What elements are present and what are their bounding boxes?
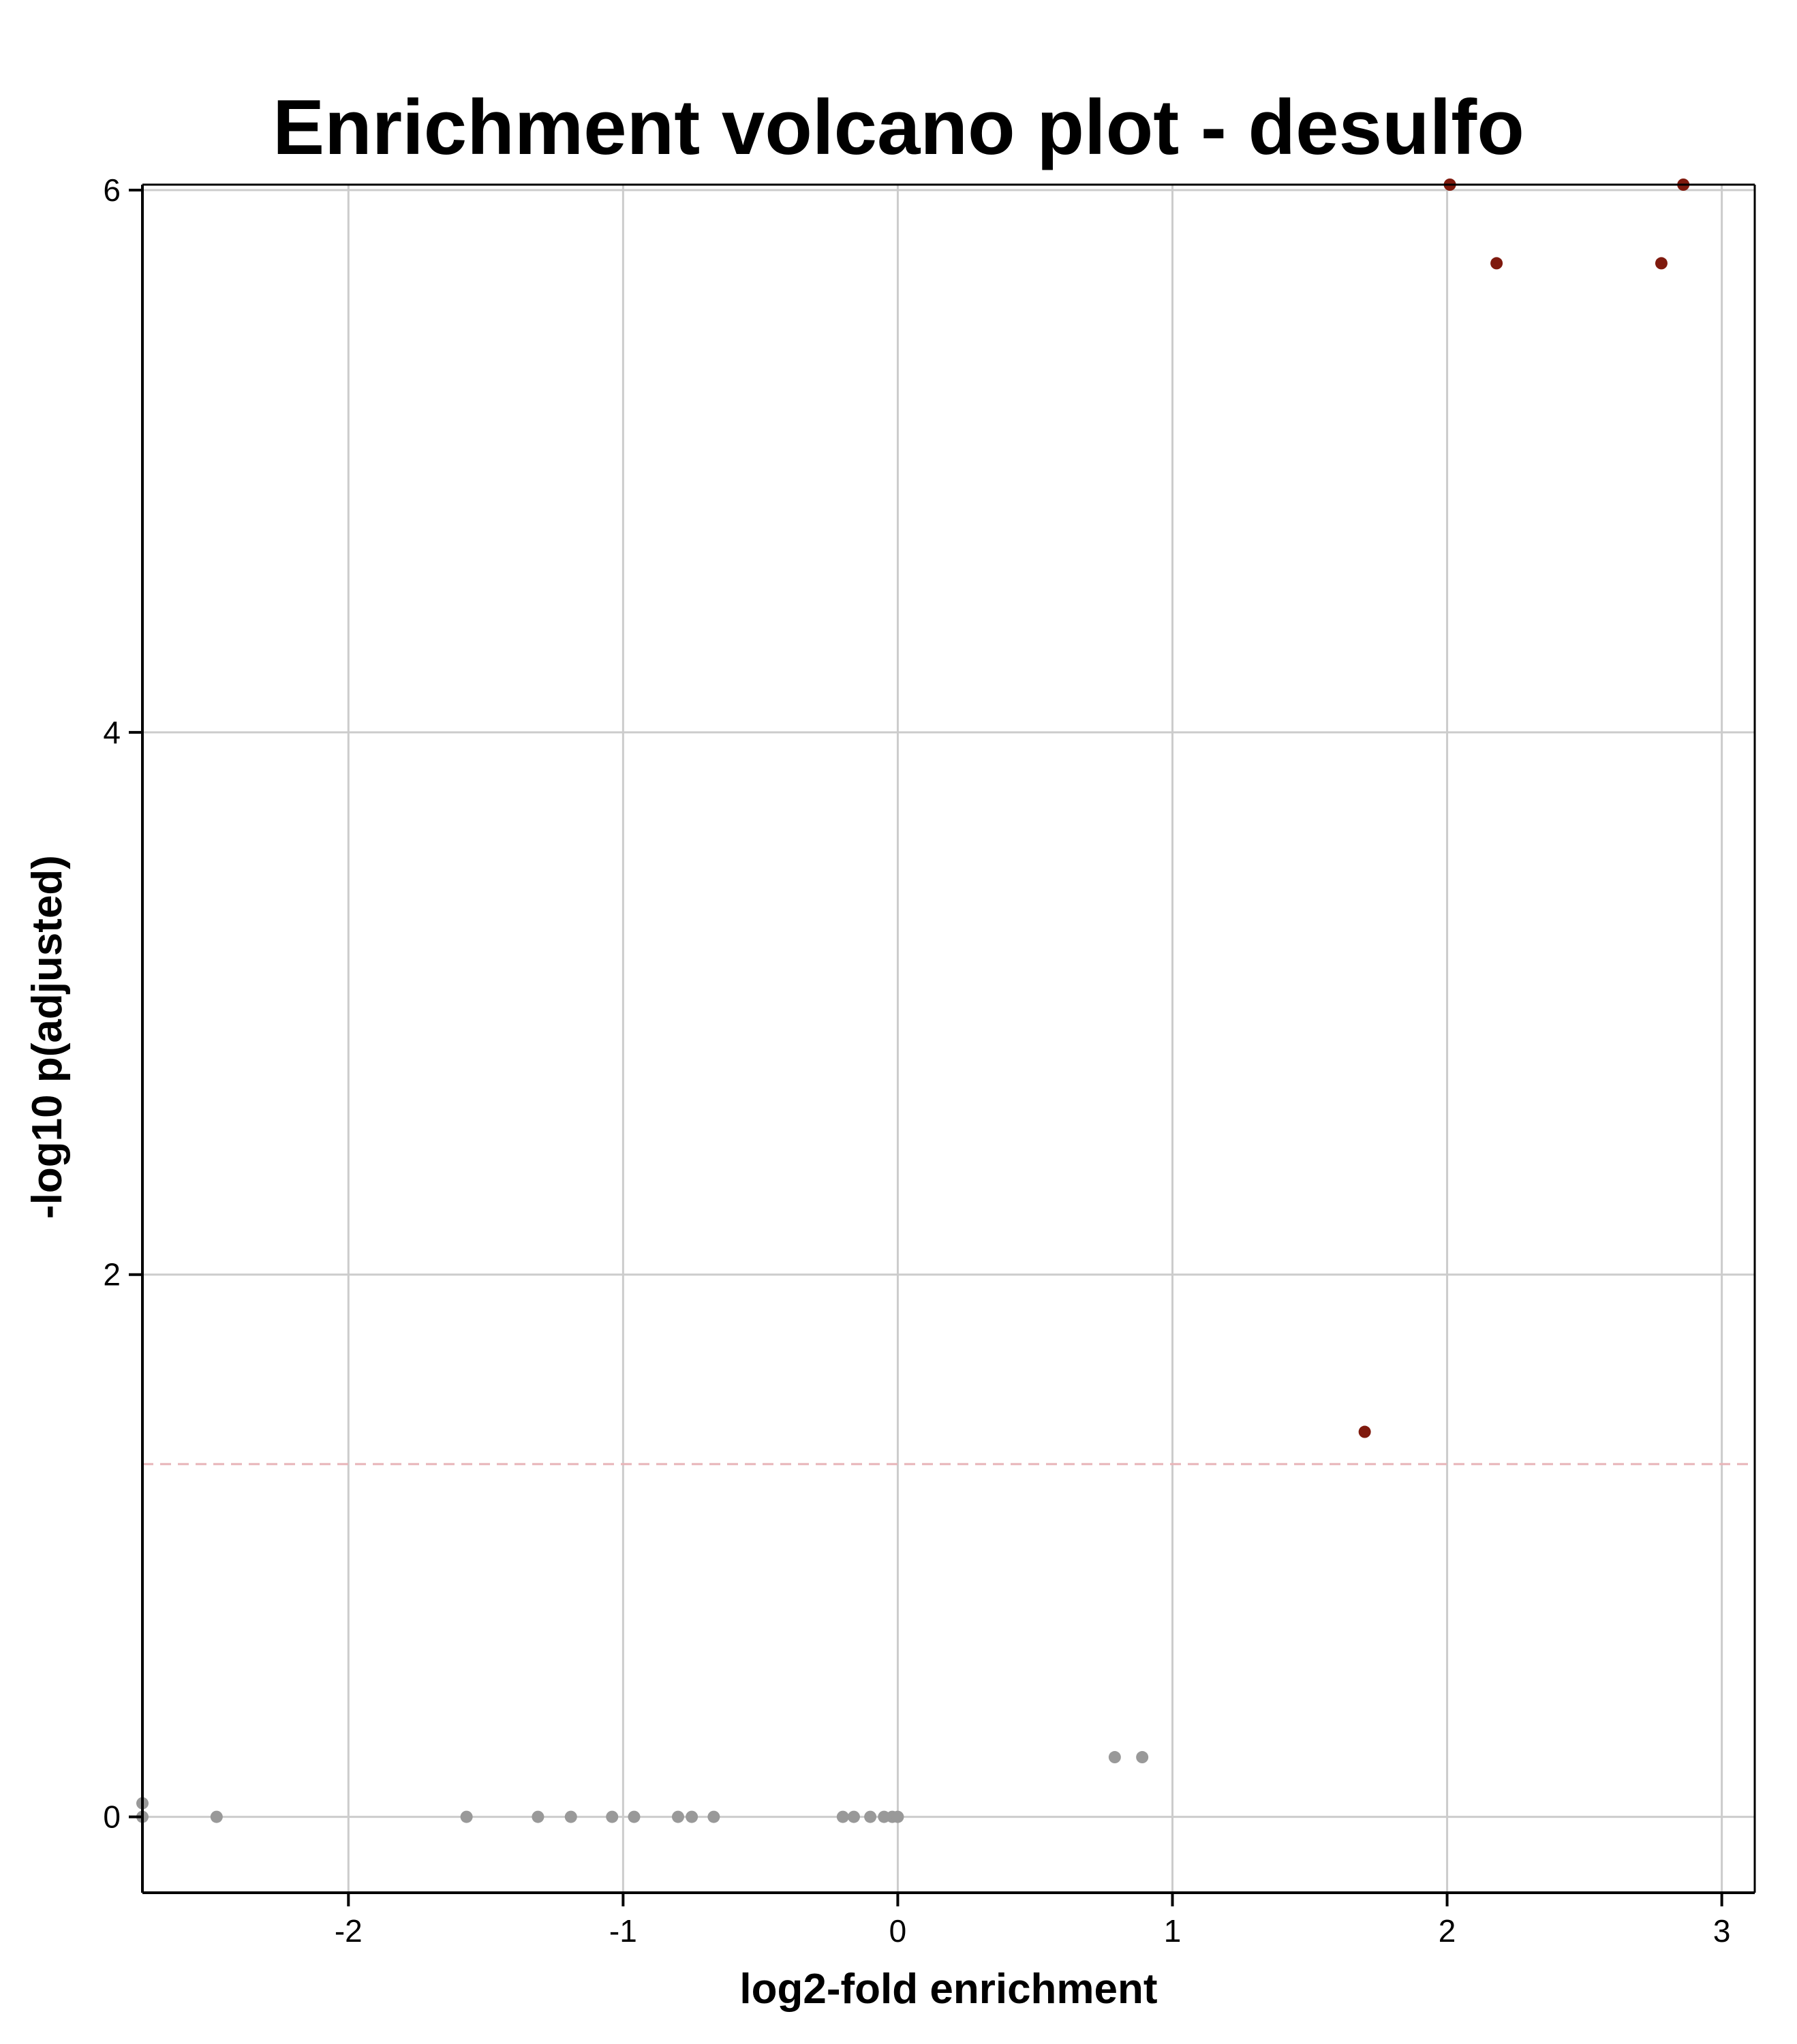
- data-point-nonsignificant: [864, 1810, 877, 1823]
- x-tick-label: 0: [889, 1913, 907, 1949]
- data-point-significant: [1358, 1425, 1371, 1438]
- x-tick-label: 2: [1439, 1913, 1456, 1949]
- data-point-nonsignificant: [1136, 1751, 1149, 1764]
- data-point-nonsignificant: [210, 1810, 223, 1823]
- axes: [141, 183, 1756, 1894]
- data-point-nonsignificant: [707, 1810, 720, 1823]
- y-tick-label: 2: [103, 1257, 121, 1292]
- y-tick-label: 0: [103, 1799, 121, 1835]
- x-tick-label: 1: [1164, 1913, 1182, 1949]
- x-axis-ticks: -2 -1 0 1 2 3: [335, 1893, 1731, 1949]
- x-tick-label: 3: [1713, 1913, 1731, 1949]
- x-axis-title: log2-fold enrichment: [739, 1966, 1158, 2013]
- data-point-nonsignificant: [628, 1810, 641, 1823]
- data-point-nonsignificant: [1108, 1751, 1121, 1764]
- data-point-nonsignificant: [532, 1810, 544, 1823]
- data-point-nonsignificant: [606, 1810, 619, 1823]
- data-point-nonsignificant: [671, 1810, 684, 1823]
- data-point-nonsignificant: [460, 1810, 473, 1823]
- data-point-nonsignificant: [836, 1810, 849, 1823]
- y-axis-ticks: 0 2 4 6: [103, 172, 142, 1835]
- y-tick-label: 6: [103, 172, 121, 208]
- x-tick-label: -2: [335, 1913, 363, 1949]
- data-point-significant: [1490, 257, 1503, 270]
- data-point-nonsignificant: [847, 1810, 860, 1823]
- x-tick-label: -1: [609, 1913, 637, 1949]
- data-point-nonsignificant: [564, 1810, 577, 1823]
- data-point-nonsignificant: [686, 1810, 698, 1823]
- y-tick-label: 4: [103, 715, 121, 750]
- grid-lines: [142, 185, 1755, 1893]
- y-axis-title: -log10 p(adjusted): [24, 855, 71, 1219]
- chart-title: Enrichment volcano plot - desulfo: [273, 84, 1524, 171]
- data-points: [136, 179, 1690, 1823]
- data-point-nonsignificant: [891, 1810, 904, 1823]
- data-point-significant: [1655, 257, 1668, 270]
